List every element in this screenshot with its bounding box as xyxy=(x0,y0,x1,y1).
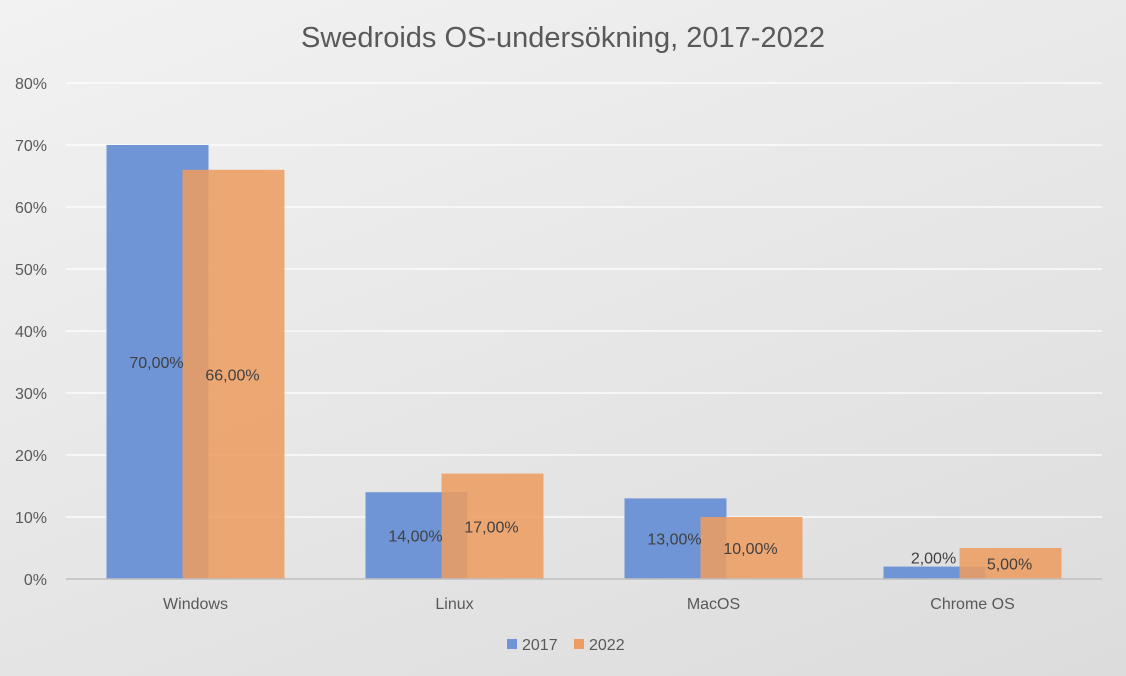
legend-swatch xyxy=(507,639,517,649)
x-category-label: Linux xyxy=(435,596,473,613)
y-tick-label: 20% xyxy=(15,448,47,465)
legend-swatch xyxy=(574,639,584,649)
data-label: 13,00% xyxy=(647,532,701,549)
x-category-label: MacOS xyxy=(687,596,740,613)
data-label: 17,00% xyxy=(464,519,518,536)
x-category-label: Windows xyxy=(163,596,228,613)
bar-2022-1 xyxy=(441,473,544,579)
y-tick-label: 40% xyxy=(15,324,47,341)
y-tick-label: 50% xyxy=(15,262,47,279)
y-tick-label: 10% xyxy=(15,510,47,527)
legend-label: 2017 xyxy=(522,637,558,654)
y-tick-label: 30% xyxy=(15,386,47,403)
y-tick-label: 70% xyxy=(15,138,47,155)
y-tick-label: 60% xyxy=(15,200,47,217)
data-label: 14,00% xyxy=(388,529,442,546)
y-axis-ticks: 0% 10% 20% 30% 40% 50% 60% 70% 80% xyxy=(15,76,47,589)
y-tick-label: 80% xyxy=(15,76,47,93)
data-label: 70,00% xyxy=(129,355,183,372)
data-labels: 70,00% 66,00% 14,00% 17,00% 13,00% 10,00% 2,00… xyxy=(129,355,1032,574)
bar-2022-3 xyxy=(959,548,1062,579)
legend: 2017 2022 xyxy=(507,637,625,654)
data-label: 10,00% xyxy=(723,541,777,558)
data-label: 2,00% xyxy=(911,551,956,568)
y-tick-label: 0% xyxy=(24,572,47,589)
bar-2022-0 xyxy=(182,169,285,580)
bar-2022-2 xyxy=(700,517,803,579)
chart-title: Swedroids OS-undersökning, 2017-2022 xyxy=(301,22,825,54)
data-label: 66,00% xyxy=(205,367,259,384)
data-label: 5,00% xyxy=(987,557,1032,574)
x-axis-categories: Windows Linux MacOS Chrome OS xyxy=(163,596,1015,613)
x-category-label: Chrome OS xyxy=(930,596,1014,613)
bars xyxy=(106,145,1062,580)
legend-label: 2022 xyxy=(589,637,625,654)
